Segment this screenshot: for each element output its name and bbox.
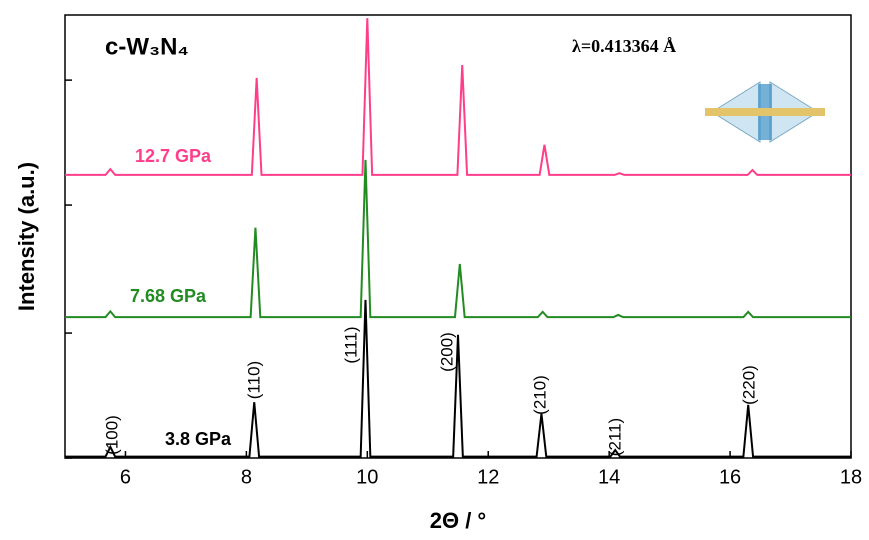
peak-label: (111) (341, 326, 360, 363)
peak-label: (110) (244, 361, 263, 399)
x-axis-label: 2Θ / ° (430, 508, 486, 533)
x-tick-label: 6 (120, 466, 131, 488)
data-line (65, 299, 851, 458)
plot-frame (64, 14, 852, 459)
chart-title: c-W₃N₄ (105, 33, 189, 60)
data-line (65, 159, 851, 319)
x-tick-label: 8 (241, 466, 252, 488)
y-axis-label: Intensity (a.u.) (14, 162, 39, 311)
x-tick-label: 18 (840, 466, 862, 488)
series-label: 7.68 GPa (130, 286, 207, 306)
x-tick-label: 10 (356, 466, 378, 488)
series-label: 3.8 GPa (165, 429, 232, 449)
peak-label: (220) (739, 365, 758, 405)
inset-cell-diagram (705, 81, 825, 143)
peak-label: (210) (530, 375, 549, 415)
peak-label: (200) (437, 332, 456, 372)
data-line (65, 18, 851, 176)
series-label: 12.7 GPa (135, 146, 212, 166)
x-tick-label: 16 (719, 466, 741, 488)
wavelength-annotation: λ=0.413364 Å (572, 36, 676, 56)
x-tick-label: 12 (477, 466, 499, 488)
x-tick-label: 14 (598, 466, 620, 488)
peak-label: (100) (102, 415, 121, 455)
peak-label: (211) (605, 418, 624, 456)
